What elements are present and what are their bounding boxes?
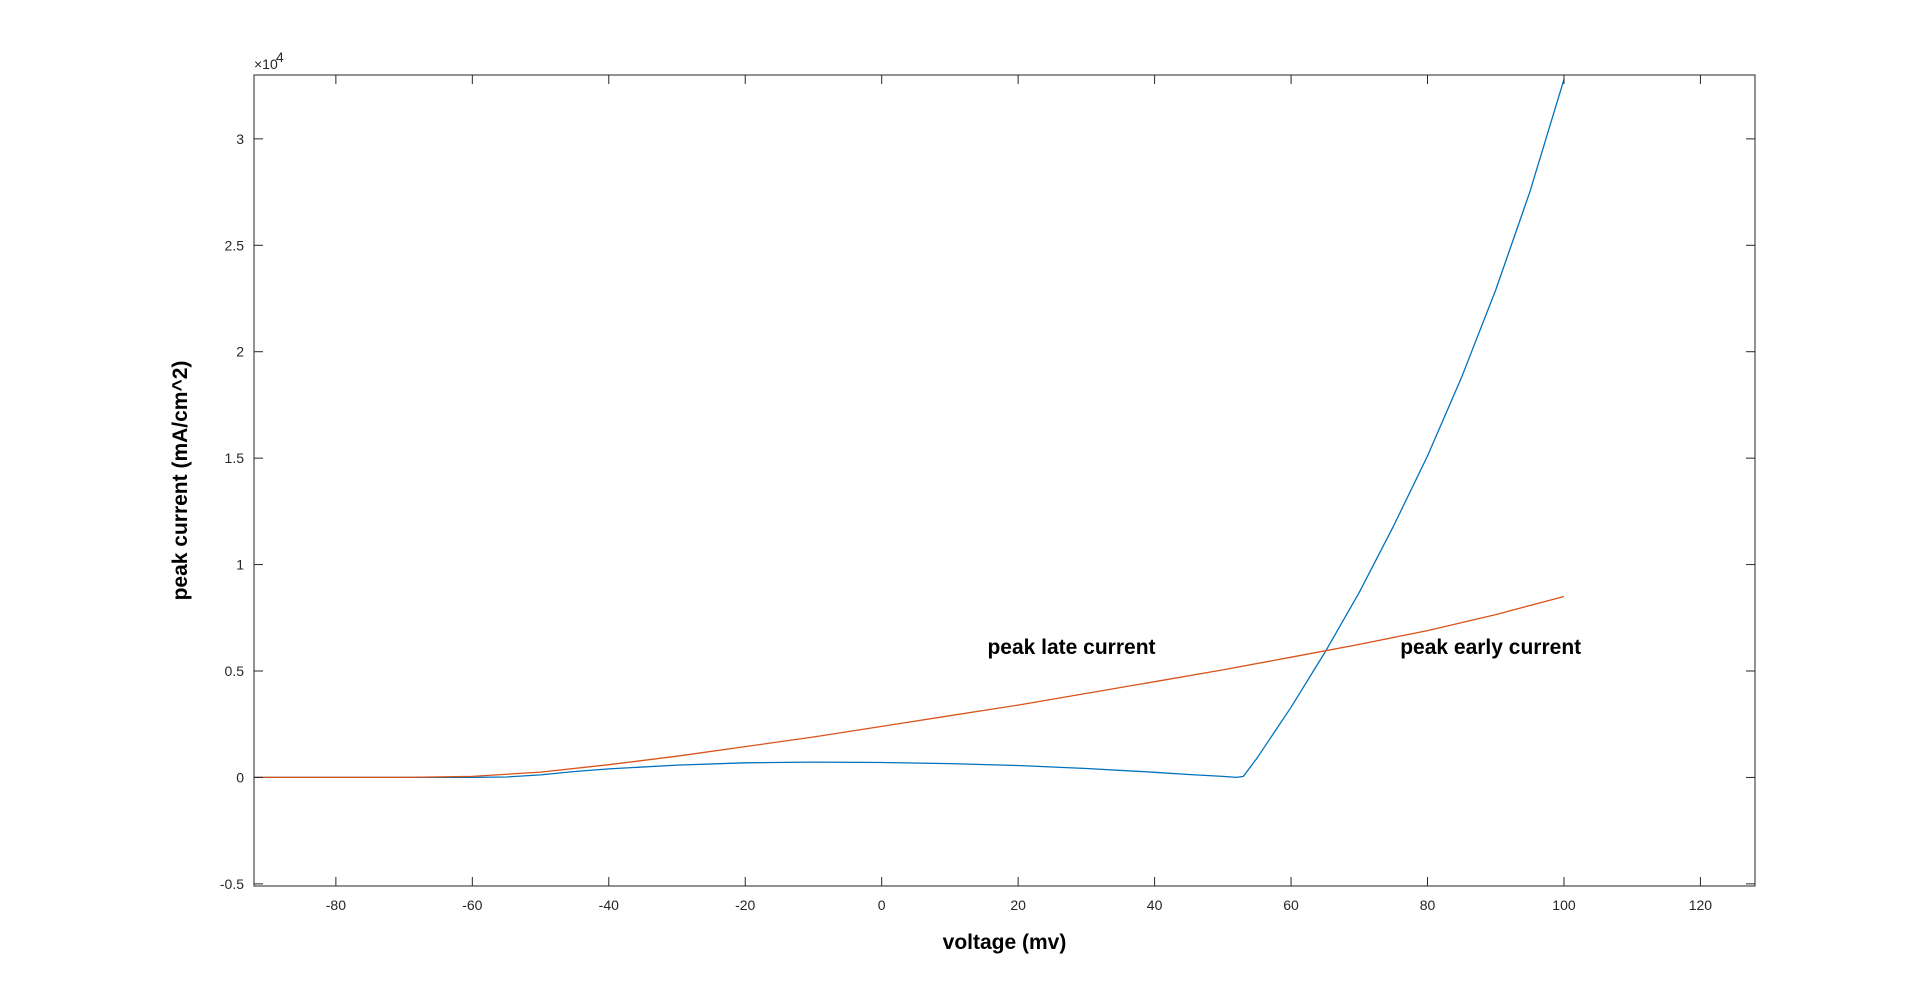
y-tick-label: 1 [236, 557, 244, 573]
x-tick-label: 0 [878, 897, 886, 913]
x-tick-label: 80 [1420, 897, 1436, 913]
y-exponent-power: 4 [276, 49, 284, 65]
x-tick-label: -20 [735, 897, 755, 913]
x-axis-label: voltage (mv) [943, 931, 1067, 954]
y-tick-label: 2 [236, 344, 244, 360]
x-tick-label: 20 [1010, 897, 1026, 913]
x-tick-label: 120 [1689, 897, 1713, 913]
y-tick-label: -0.5 [220, 876, 244, 892]
x-tick-label: 60 [1283, 897, 1299, 913]
x-tick-label: -80 [326, 897, 346, 913]
axes-box [253, 74, 1756, 887]
axes-layer [253, 74, 1756, 887]
y-tick-label: 2.5 [225, 237, 245, 253]
annotation-1: peak early current [1400, 636, 1581, 659]
y-tick-label: 1.5 [225, 450, 245, 466]
annotation-0: peak late current [987, 636, 1155, 659]
x-tick-label: 100 [1552, 897, 1576, 913]
text-layer: ×10 4 voltage (mv) peak current (mA/cm^2… [169, 49, 1712, 954]
y-tick-label: 0 [236, 769, 244, 785]
x-tick-label: 40 [1147, 897, 1163, 913]
y-tick-label: 0.5 [225, 663, 245, 679]
series-line-1 [254, 595, 1565, 779]
x-tick-label: -60 [462, 897, 482, 913]
y-tick-label: 3 [236, 131, 244, 147]
series-line-0 [254, 79, 1565, 779]
x-tick-label: -40 [599, 897, 619, 913]
series-layer [254, 79, 1565, 779]
y-axis-label: peak current (mA/cm^2) [169, 361, 192, 601]
y-exponent-label: ×10 [254, 56, 278, 72]
